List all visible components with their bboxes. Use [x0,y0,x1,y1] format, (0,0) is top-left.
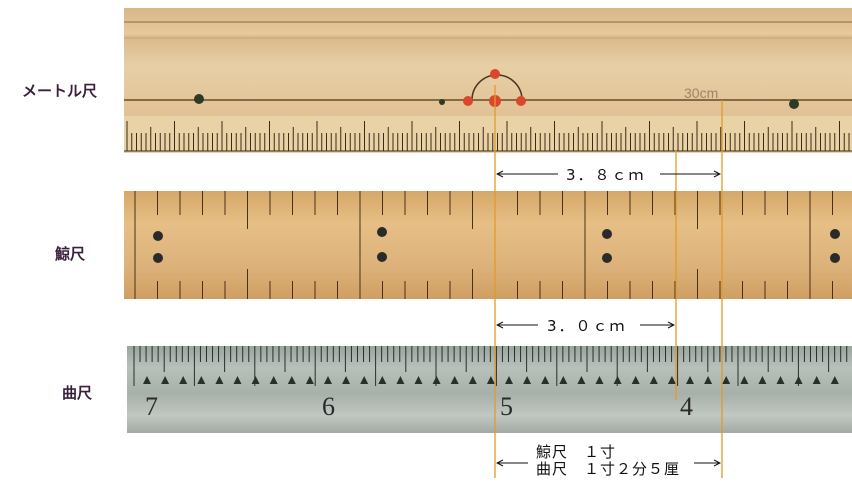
triangle-mark [269,376,278,384]
kane-ruler-label: 曲尺 [62,384,93,402]
pin-left [194,94,204,104]
kane-number-6: 6 [322,392,335,421]
triangle-mark [541,376,550,384]
kane-number-7: 7 [145,392,158,421]
triangle-mark [794,376,803,384]
triangle-mark [523,376,532,384]
kujira-ruler [124,191,852,299]
triangle-mark [143,376,151,384]
kane-triangles [143,376,839,384]
metric-engraving: 30cm [684,85,718,101]
triangle-mark [559,376,568,384]
kane-ruler: 7 6 5 4 [127,346,852,433]
triangle-mark [360,376,369,384]
triangle-mark [595,376,604,384]
triangle-mark [758,376,767,384]
triangle-mark [414,376,423,384]
red-dot-left [463,96,473,106]
triangle-mark [722,376,731,384]
triangle-mark [342,376,351,384]
pin-right [789,99,799,109]
triangle-mark [812,376,821,384]
triangle-mark [396,376,405,384]
triangle-mark [505,376,513,384]
triangle-mark [432,376,441,384]
kane-ticks [133,346,848,386]
triangle-mark [686,376,694,384]
kujira-pins [153,227,840,263]
measurement-3-8cm: 3．８ｃｍ [566,166,646,184]
triangle-mark [776,376,785,384]
metric-ruler-graphics: 30cm [124,21,852,153]
triangle-mark [486,376,495,384]
kane-number-5: 5 [500,392,513,421]
triangle-mark [649,376,658,384]
metric-ruler: 30cm [124,8,852,153]
triangle-mark [233,376,242,384]
triangle-mark [179,376,188,384]
triangle-mark [305,376,314,384]
triangle-mark [631,376,640,384]
triangle-mark [613,376,622,384]
triangle-mark [215,376,224,384]
triangle-mark [378,376,387,384]
triangle-mark [740,376,749,384]
kujira-ruler-label: 鯨尺 [55,245,86,263]
kane-number-4: 4 [680,392,693,421]
kujira-ticks [134,191,833,299]
triangle-mark [577,376,586,384]
triangle-mark [197,376,206,384]
triangle-mark [287,376,296,384]
triangle-mark [450,376,459,384]
measurement-3-0cm: 3．０ｃｍ [547,317,627,335]
measurement-kujira-1sun: 鯨尺 １寸 [536,443,617,461]
red-dot-top [490,69,500,79]
kane-ruler-graphics: 7 6 5 4 [133,346,848,421]
kujira-ruler-graphics [134,191,840,299]
triangle-mark [324,376,332,384]
triangle-mark [830,376,839,384]
triangle-mark [468,376,477,384]
triangle-mark [704,376,713,384]
triangle-mark [251,376,260,384]
triangle-mark [161,376,170,384]
pin-small [439,99,445,105]
metric-ruler-label: メートル尺 [22,82,98,100]
red-dot-center [489,95,501,107]
red-dot-right [516,96,526,106]
measurement-kane-1sun2bu5rin: 曲尺 １寸２分５厘 [536,460,681,478]
triangle-mark [667,376,676,384]
metric-ticks [126,121,850,151]
